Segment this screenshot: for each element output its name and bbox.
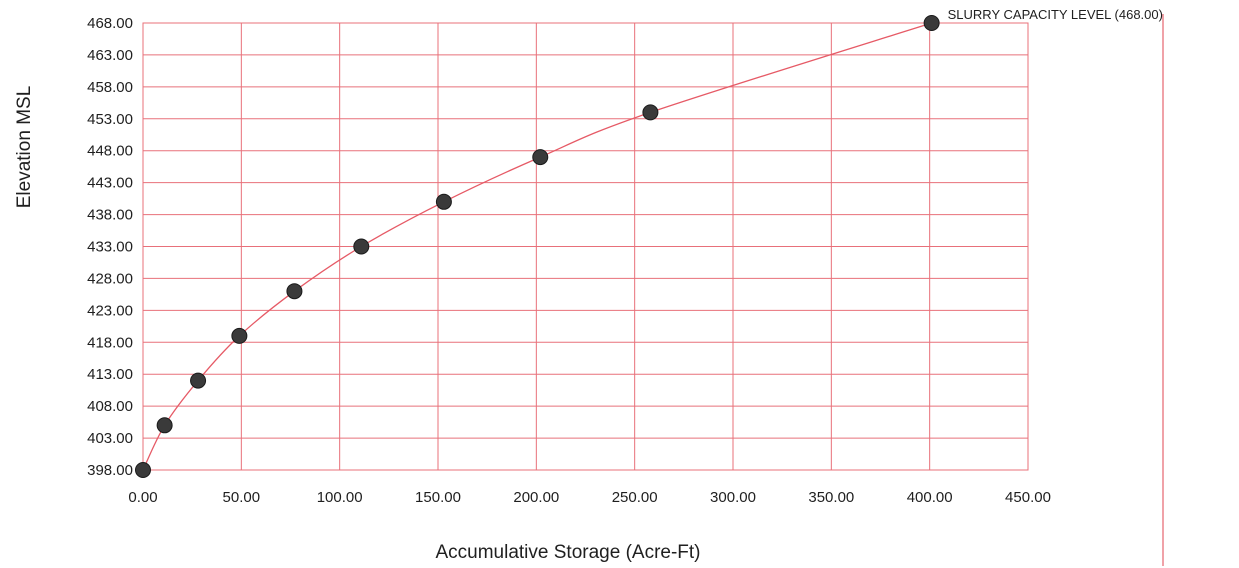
y-axis-title: Elevation MSL <box>14 86 35 209</box>
x-tick-label: 250.00 <box>612 489 658 506</box>
data-point <box>532 149 549 166</box>
y-tick-label: 453.00 <box>87 111 133 128</box>
x-tick-label: 350.00 <box>808 489 854 506</box>
data-point <box>642 104 659 121</box>
y-tick-label: 433.00 <box>87 239 133 256</box>
data-point <box>923 15 940 31</box>
tick-labels: 0.00 50.00 100.00 150.00 200.00 250.00 300.00 3… <box>87 15 1051 506</box>
x-tick-label: 450.00 <box>1005 489 1051 506</box>
y-tick-label: 468.00 <box>87 15 133 32</box>
x-tick-label: 400.00 <box>907 489 953 506</box>
y-tick-label: 438.00 <box>87 207 133 224</box>
data-point <box>135 462 151 478</box>
y-tick-label: 398.00 <box>87 462 133 479</box>
y-tick-label: 463.00 <box>87 47 133 64</box>
data-point <box>190 372 207 389</box>
y-tick-label: 443.00 <box>87 175 133 192</box>
data-point <box>156 417 173 434</box>
data-points <box>135 15 940 478</box>
grid <box>142 22 1029 471</box>
data-point <box>286 283 303 300</box>
y-tick-label: 413.00 <box>87 366 133 383</box>
y-tick-label: 448.00 <box>87 143 133 160</box>
y-tick-label: 423.00 <box>87 302 133 319</box>
x-tick-label: 200.00 <box>513 489 559 506</box>
y-tick-label: 403.00 <box>87 430 133 447</box>
y-tick-label: 458.00 <box>87 79 133 96</box>
y-tick-label: 408.00 <box>87 398 133 415</box>
plot-border <box>142 22 1029 471</box>
x-tick-label: 0.00 <box>128 489 157 506</box>
x-axis-title: Accumulative Storage (Acre-Ft) <box>435 542 700 563</box>
x-tick-label: 100.00 <box>317 489 363 506</box>
x-tick-label: 300.00 <box>710 489 756 506</box>
data-point <box>231 327 248 344</box>
y-tick-label: 418.00 <box>87 334 133 351</box>
data-point <box>353 238 370 255</box>
annotation-label: SLURRY CAPACITY LEVEL (468.00) <box>948 7 1163 22</box>
x-tick-label: 50.00 <box>223 489 261 506</box>
data-point <box>435 193 452 210</box>
y-tick-label: 428.00 <box>87 270 133 287</box>
x-tick-label: 150.00 <box>415 489 461 506</box>
